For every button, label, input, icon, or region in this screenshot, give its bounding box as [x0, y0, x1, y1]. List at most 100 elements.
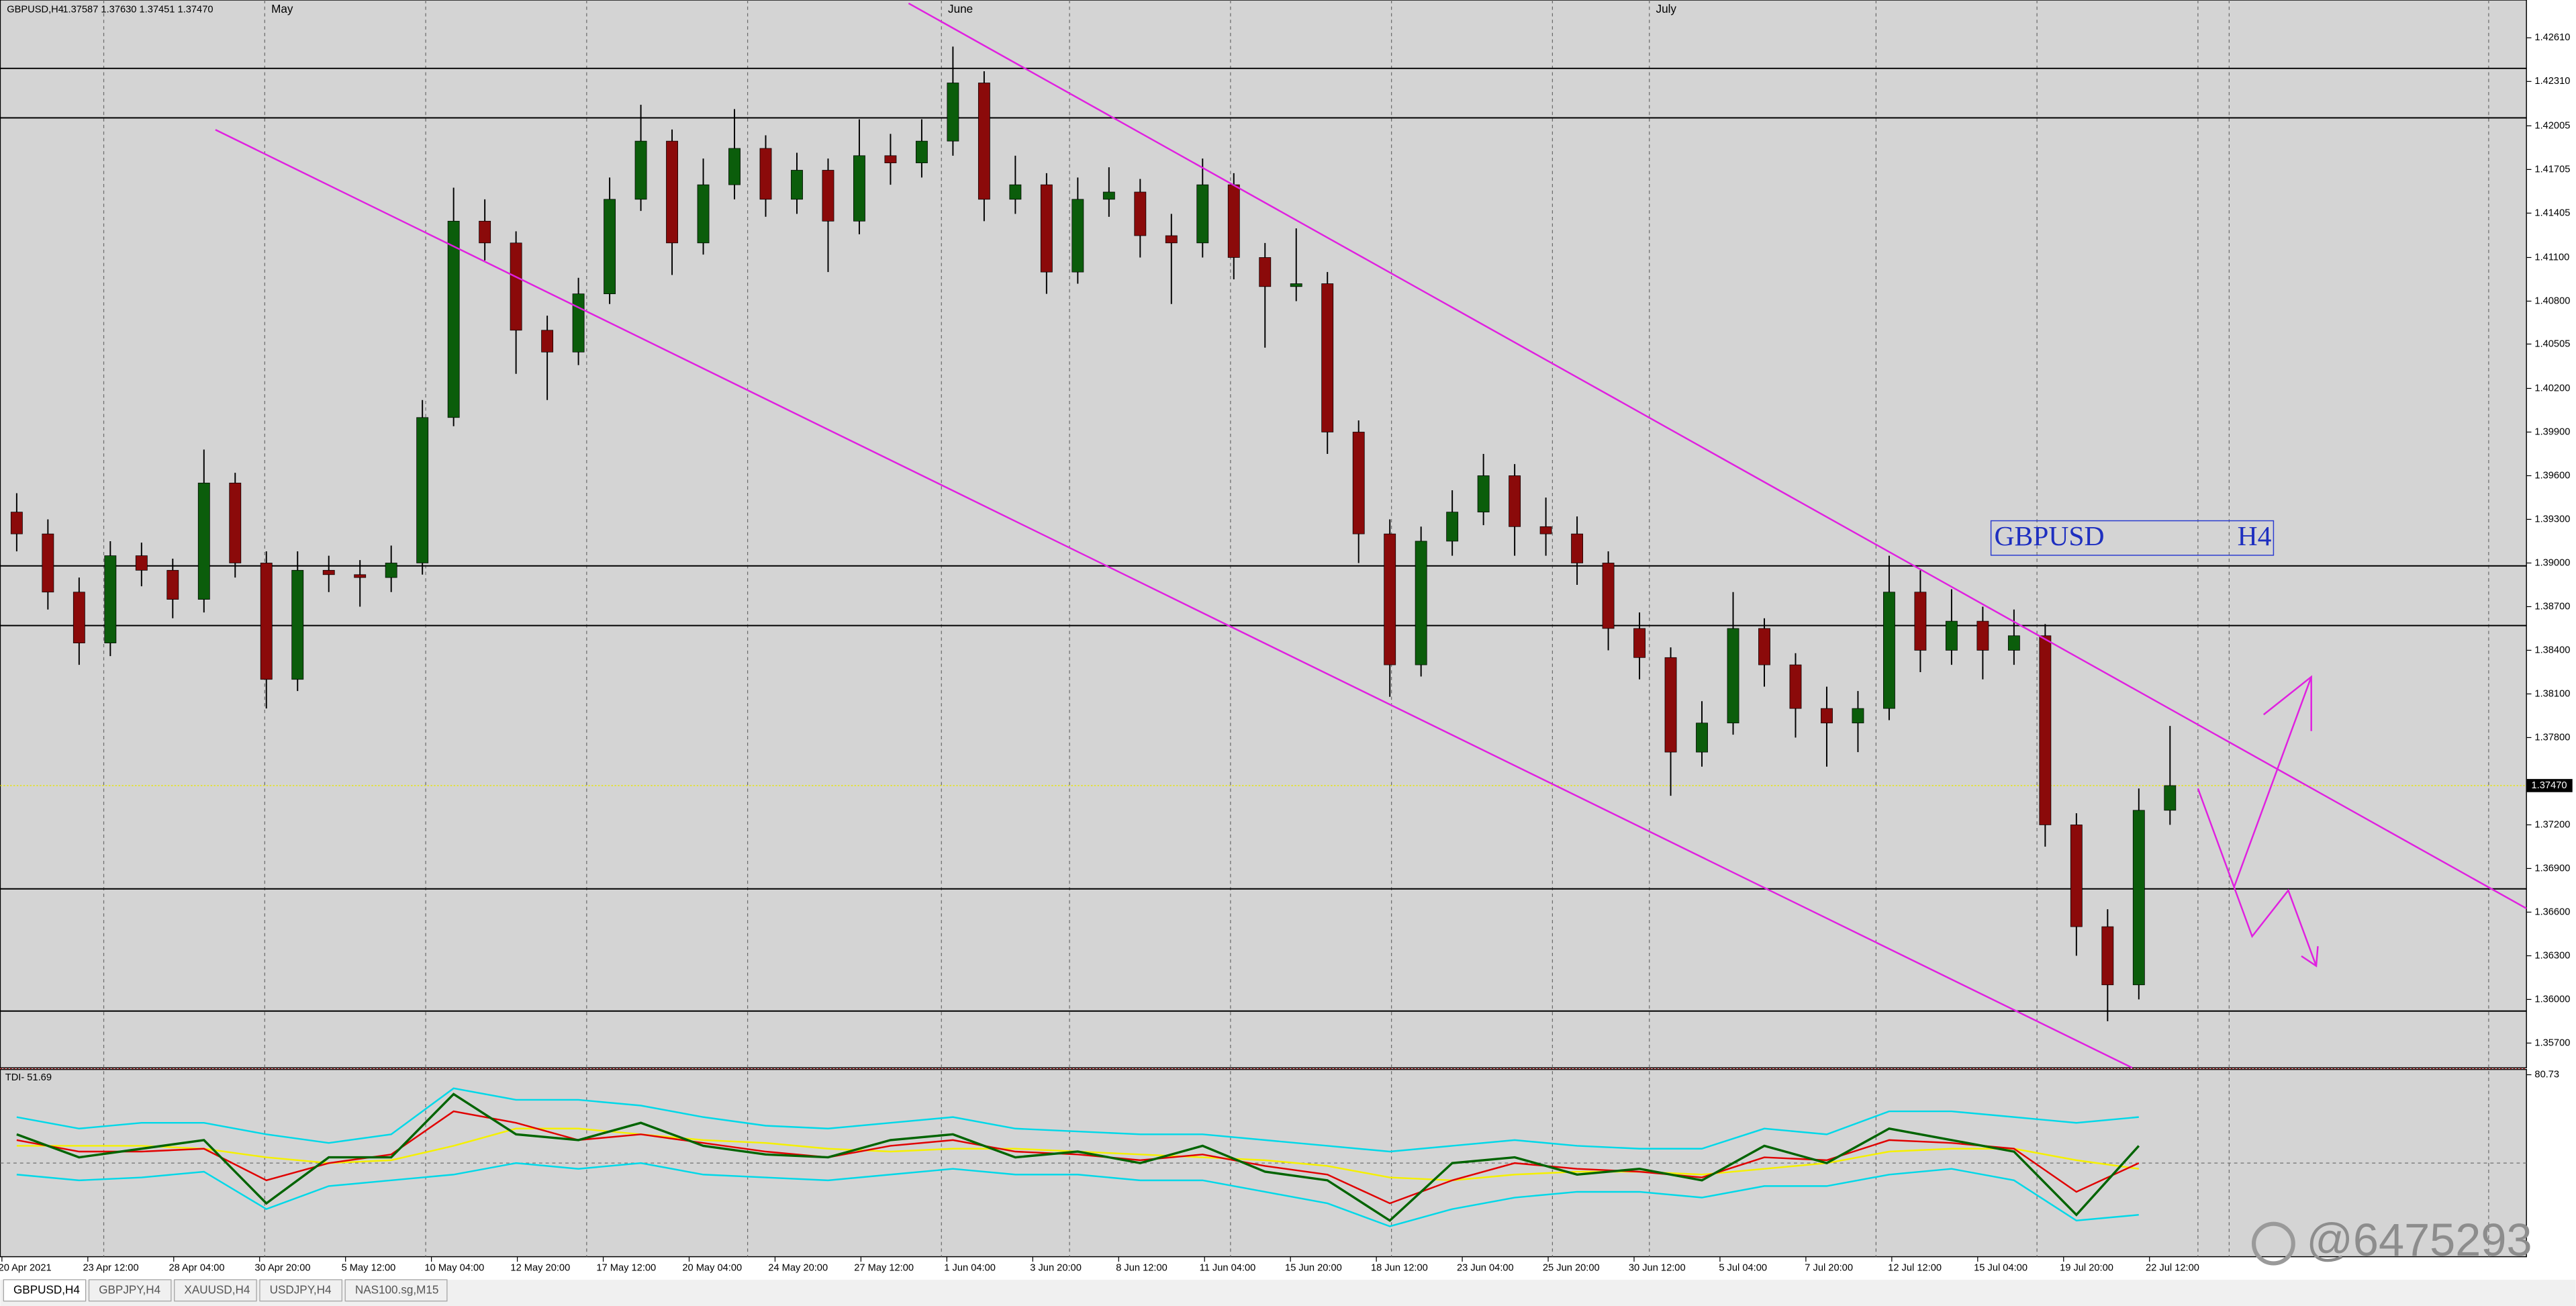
price-tag	[2526, 779, 2573, 792]
candle-body	[1914, 592, 1927, 651]
x-tick-label: 11 Jun 04:00	[1200, 1263, 1256, 1274]
tab-label[interactable]: USDJPY,H4	[270, 1283, 332, 1296]
tab-label[interactable]: NAS100.sg,M15	[355, 1283, 439, 1296]
x-tick-label: 27 May 12:00	[854, 1263, 914, 1274]
candle-body	[541, 330, 554, 353]
candle-body	[1009, 184, 1022, 200]
indicator-line	[16, 1162, 2139, 1227]
y-tick-label: 1.38700	[2534, 601, 2570, 612]
candle-body	[1789, 664, 1802, 709]
y-tick-label: 1.40505	[2534, 338, 2570, 349]
annotation: H4	[2238, 520, 2272, 551]
x-tick-label: 5 Jul 04:00	[1719, 1263, 1767, 1274]
tab-label[interactable]: XAUUSD,H4	[184, 1283, 250, 1296]
candle-body	[1227, 184, 1240, 258]
y-tick-label: 1.42610	[2534, 32, 2570, 43]
x-tick-label: 25 Jun 20:00	[1543, 1263, 1600, 1274]
candle-body	[947, 83, 959, 142]
candle-body	[1384, 533, 1396, 665]
watermark-text: @6475293	[2306, 1214, 2532, 1266]
candle-body	[697, 184, 710, 244]
candle-body	[604, 199, 616, 295]
candle-body	[853, 155, 865, 222]
x-tick-label: 23 Jun 04:00	[1457, 1263, 1514, 1274]
y-tick-label: 1.39600	[2534, 470, 2570, 481]
candle-body	[1852, 708, 1864, 724]
x-tick-label: 10 May 04:00	[424, 1263, 484, 1274]
tab[interactable]	[174, 1279, 257, 1302]
candle-body	[1821, 708, 1833, 724]
drawings	[215, 2, 2527, 1069]
candle-body	[2007, 635, 2020, 651]
indicator-line	[16, 1092, 2140, 1222]
watermark-logo	[2252, 1221, 2295, 1266]
candle-body	[1633, 628, 1645, 658]
candle-body	[1134, 191, 1147, 236]
x-tick-label: 12 Jul 12:00	[1888, 1263, 1942, 1274]
x-tick-label: 20 Apr 2021	[0, 1263, 52, 1274]
x-tick-label: 8 Jun 12:00	[1116, 1263, 1167, 1274]
candle-body	[291, 569, 304, 680]
candle-body	[1664, 657, 1677, 753]
y-tick-label: 1.36600	[2534, 906, 2570, 917]
tab-label[interactable]: GBPUSD,H4	[13, 1283, 80, 1296]
x-tick-label: 15 Jul 04:00	[1974, 1263, 2028, 1274]
tab[interactable]	[344, 1279, 448, 1302]
candle-body	[1945, 620, 1958, 651]
candle-body	[1290, 283, 1302, 287]
grid-layer: May June July 1.42610 1.42310 1.42005 1.41705 1…	[0, 0, 2573, 1274]
candle-body	[1446, 512, 1459, 542]
marks-layer	[10, 46, 2177, 1227]
tab[interactable]	[3, 1279, 87, 1302]
x-tick-label: 5 May 12:00	[342, 1263, 396, 1274]
candle-body	[822, 170, 834, 222]
annotation: GBPUSD	[1995, 520, 2105, 551]
candle-body	[1102, 191, 1115, 200]
tab[interactable]	[259, 1279, 342, 1302]
x-tick-label: 7 Jul 20:00	[1805, 1263, 1853, 1274]
candle-body	[572, 293, 585, 353]
x-tick-label: 15 Jun 20:00	[1285, 1263, 1342, 1274]
candle-body	[1415, 541, 1427, 665]
price-panel	[0, 0, 2527, 1068]
candle-body	[666, 140, 678, 244]
y-tick-label: 1.41705	[2534, 164, 2570, 175]
y-tick-label: 1.42310	[2534, 76, 2570, 87]
y-tick-label: 1.36300	[2534, 950, 2570, 961]
candle-body	[1571, 533, 1584, 563]
trend-line	[215, 129, 2133, 1069]
x-tick-label: 20 May 04:00	[682, 1263, 742, 1274]
indicator-line	[16, 1087, 2139, 1153]
candle-body	[2070, 825, 2083, 927]
indicator-name: TDI- 51.69	[5, 1072, 52, 1083]
candle-body	[915, 140, 928, 164]
x-tick-label: 22 Jul 12:00	[2146, 1263, 2199, 1274]
candle-body	[1196, 184, 1209, 244]
candle-body	[73, 592, 85, 643]
arrow-head	[2262, 675, 2312, 731]
candle-body	[322, 569, 335, 575]
candle-body	[135, 555, 148, 571]
candle-body	[728, 148, 741, 185]
tab[interactable]	[88, 1279, 172, 1302]
candle-body	[2039, 635, 2052, 825]
candle-body	[260, 563, 273, 680]
candle-body	[1602, 563, 1615, 629]
candle-body	[1539, 526, 1552, 534]
tab-list: GBPUSD,H4 GBPJPY,H4 XAUUSD,H4 USDJPY,H4 NAS1…	[3, 1279, 448, 1302]
quote-values: 1.37587 1.37630 1.37451 1.37470	[62, 5, 213, 15]
x-tick-label: 1 Jun 04:00	[944, 1263, 996, 1274]
candle-body	[510, 242, 522, 331]
x-tick-label: 30 Apr 20:00	[254, 1263, 310, 1274]
tab-label[interactable]: GBPJPY,H4	[99, 1283, 160, 1296]
candle-body	[10, 512, 23, 534]
watermark: @6475293	[2252, 1214, 2532, 1266]
candle-body	[229, 482, 242, 563]
price-tag-label: 1.37470	[2532, 780, 2567, 791]
candle-body	[791, 170, 803, 200]
candle-body	[1727, 628, 1739, 724]
candle-body	[385, 563, 397, 578]
x-tick-label: 24 May 20:00	[768, 1263, 828, 1274]
x-tick-label: 18 Jun 12:00	[1371, 1263, 1428, 1274]
